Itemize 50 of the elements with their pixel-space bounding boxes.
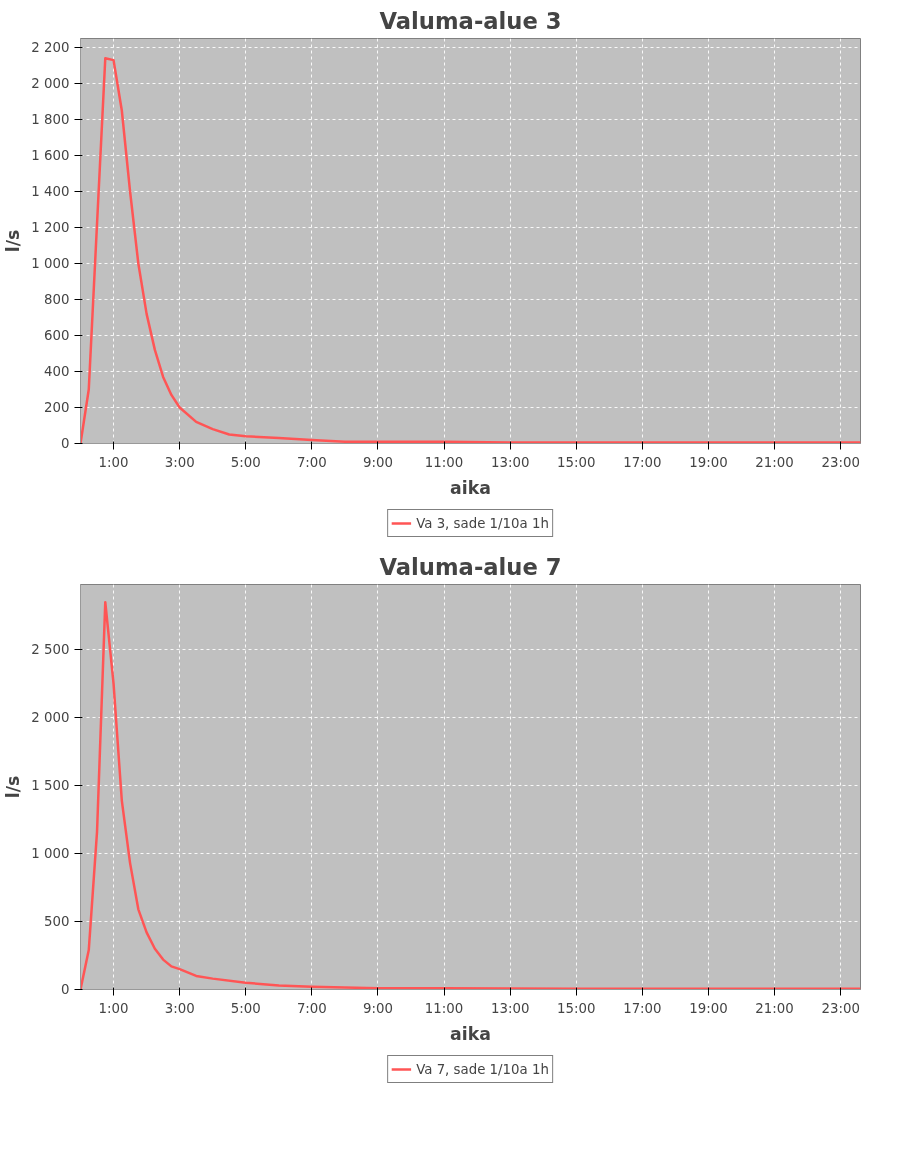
y-tick-label: 500 xyxy=(44,914,70,930)
x-tick-label: 15:00 xyxy=(557,454,596,470)
legend-label: Va 7, sade 1/10a 1h xyxy=(416,1061,549,1077)
y-tick-label: 800 xyxy=(44,292,70,307)
x-tick-label: 11:00 xyxy=(424,454,464,470)
legend-label: Va 3, sade 1/10a 1h xyxy=(416,515,549,531)
x-tick-label: 17:00 xyxy=(623,454,662,470)
x-tick-label: 19:00 xyxy=(689,454,728,470)
y-tick-label: 2 500 xyxy=(31,642,70,658)
x-tick-label: 23:00 xyxy=(821,1000,860,1016)
y-axis-title: l/s xyxy=(3,229,24,253)
y-tick-label: 600 xyxy=(44,328,70,343)
chart-title: Valuma-alue 3 xyxy=(379,7,562,34)
chart-title: Valuma-alue 7 xyxy=(379,553,562,580)
x-tick-label: 9:00 xyxy=(362,454,393,470)
y-tick-label: 1 000 xyxy=(31,256,70,271)
x-tick-label: 11:00 xyxy=(424,1000,464,1016)
y-tick-label: 1 000 xyxy=(31,846,70,862)
x-tick-label: 7:00 xyxy=(296,1000,327,1016)
x-tick-label: 3:00 xyxy=(164,454,195,470)
y-tick-label: 0 xyxy=(61,982,70,997)
x-tick-label: 9:00 xyxy=(362,1000,393,1016)
x-tick-label: 23:00 xyxy=(821,454,860,470)
x-tick-label: 13:00 xyxy=(490,454,530,470)
y-tick-label: 1 600 xyxy=(31,148,70,163)
y-tick-label: 2 200 xyxy=(31,40,70,55)
x-tick-label: 19:00 xyxy=(689,1000,728,1016)
y-tick-label: 2 000 xyxy=(31,710,70,726)
x-tick-label: 17:00 xyxy=(623,1000,662,1016)
y-tick-label: 2 000 xyxy=(31,76,70,91)
x-axis-title: aika xyxy=(450,1023,491,1044)
y-tick-label: 1 200 xyxy=(31,220,70,235)
y-axis-title: l/s xyxy=(3,775,24,799)
x-tick-label: 5:00 xyxy=(230,1000,261,1016)
y-tick-label: 1 800 xyxy=(31,112,70,127)
x-tick-label: 15:00 xyxy=(557,1000,596,1016)
x-tick-label: 3:00 xyxy=(164,1000,195,1016)
y-tick-label: 1 400 xyxy=(31,184,70,199)
y-tick-label: 0 xyxy=(61,436,70,451)
y-tick-label: 200 xyxy=(44,400,70,415)
x-tick-label: 1:00 xyxy=(98,1000,129,1016)
x-tick-label: 21:00 xyxy=(755,454,794,470)
y-tick-label: 1 500 xyxy=(31,778,70,794)
x-tick-label: 7:00 xyxy=(296,454,327,470)
x-tick-label: 5:00 xyxy=(230,454,261,470)
x-axis-title: aika xyxy=(450,477,491,498)
x-tick-label: 1:00 xyxy=(98,454,129,470)
y-tick-label: 400 xyxy=(44,364,70,379)
x-tick-label: 21:00 xyxy=(755,1000,794,1016)
x-tick-label: 13:00 xyxy=(490,1000,530,1016)
